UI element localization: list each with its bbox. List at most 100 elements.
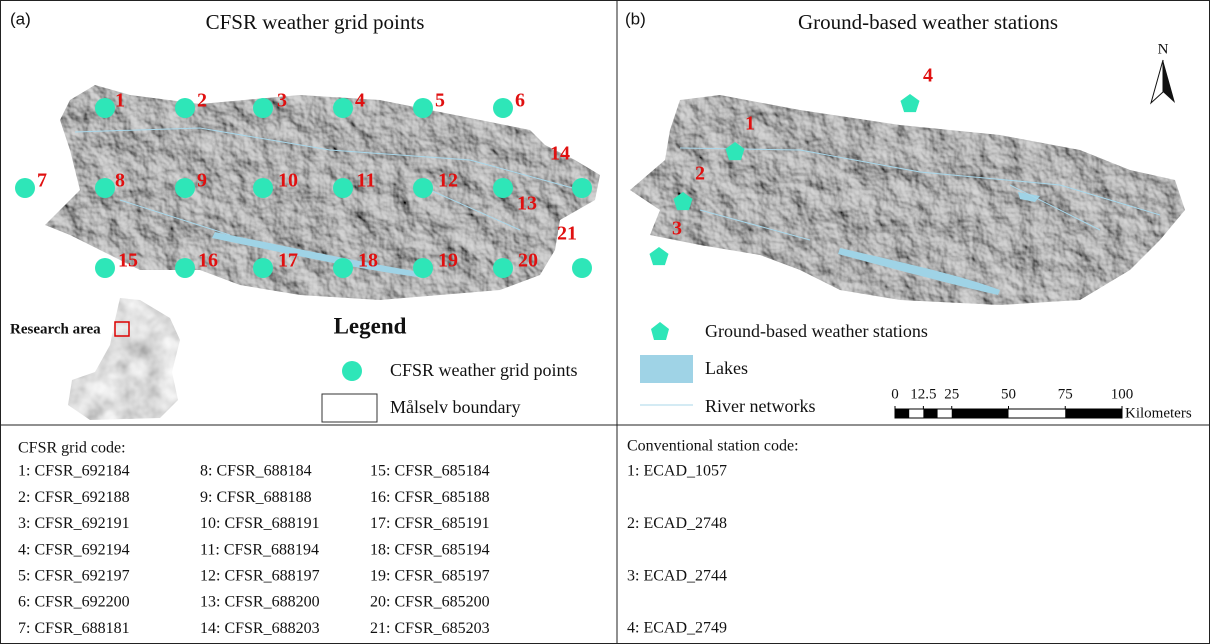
station-label: 2 [695,163,705,185]
panel-title: CFSR weather grid points [206,10,425,34]
grid-code: 10: CFSR_688191 [200,515,320,532]
scale-tick-label: 50 [1001,386,1016,402]
grid-point-label: 16 [198,250,218,272]
legend-label: Målselv boundary [390,397,520,417]
grid-point [413,178,433,198]
panel-title: Ground-based weather stations [798,10,1058,34]
inset-label: Research area [10,321,101,337]
station-label: 4 [923,65,933,87]
station-label: 3 [672,218,682,240]
grid-point-label: 14 [550,143,570,165]
grid-code: 1: CFSR_692184 [18,463,130,480]
grid-code: 8: CFSR_688184 [200,463,312,480]
grid-point [572,178,592,198]
grid-code: 3: CFSR_692191 [18,515,130,532]
grid-point [493,98,513,118]
legend-title: Legend [334,313,407,338]
legend-label: CFSR weather grid points [390,360,578,380]
grid-code: 14: CFSR_688203 [200,620,320,637]
scale-tick-label: 0 [891,386,899,402]
grid-point [253,98,273,118]
scale-bar-segment [895,409,909,418]
grid-point-label: 8 [115,170,125,192]
grid-point-label: 12 [438,170,458,192]
grid-point-label: 20 [518,250,538,272]
grid-point [333,258,353,278]
scale-bar-segment [952,409,1009,418]
grid-point-label: 15 [118,250,138,272]
legend-symbol [342,361,362,381]
north-arrow [1163,60,1175,103]
grid-code: 11: CFSR_688194 [200,541,319,558]
grid-code: 12: CFSR_688197 [200,567,320,584]
scale-tick-label: 12.5 [910,386,936,402]
scale-bar-segment [1065,409,1122,418]
grid-point [413,258,433,278]
grid-point-label: 5 [435,90,445,112]
legend-label: Ground-based weather stations [705,321,928,341]
grid-point [253,258,273,278]
station-code: 4: ECAD_2749 [627,620,727,637]
grid-point [333,178,353,198]
station-code: 3: ECAD_2744 [627,567,727,584]
grid-code: 2: CFSR_692188 [18,489,130,506]
legend-label: River networks [705,396,815,416]
grid-point-label: 4 [355,90,365,112]
panel-label: (a) [10,9,31,28]
grid-code: 17: CFSR_685191 [370,515,490,532]
grid-point [493,178,513,198]
scale-bar-segment [923,409,937,418]
grid-code: 16: CFSR_685188 [370,489,490,506]
north-arrow [1151,60,1163,103]
grid-code: 15: CFSR_685184 [370,463,490,480]
grid-point [175,98,195,118]
grid-point [572,258,592,278]
grid-point-label: 18 [358,250,378,272]
grid-point-label: 9 [197,170,207,192]
grid-code: 18: CFSR_685194 [370,541,490,558]
grid-code: 13: CFSR_688200 [200,594,320,611]
grid-point [95,178,115,198]
north-label: N [1158,41,1169,57]
legend-symbol [322,394,377,422]
grid-code: 7: CFSR_688181 [18,620,130,637]
grid-point [253,178,273,198]
grid-code: 20: CFSR_685200 [370,594,490,611]
grid-point-label: 2 [197,90,207,112]
grid-point-label: 11 [357,170,376,192]
grid-point-label: 21 [557,223,577,245]
legend-symbol [651,322,669,340]
grid-point-label: 17 [278,250,298,272]
panel-label: (b) [625,9,646,28]
scale-tick-label: 75 [1058,386,1073,402]
grid-point [493,258,513,278]
legend-label: Lakes [705,358,748,378]
grid-point-label: 3 [277,90,287,112]
grid-point [95,98,115,118]
grid-point-label: 7 [37,170,47,192]
grid-code: 19: CFSR_685197 [370,567,490,584]
table-header: Conventional station code: [627,438,799,455]
scale-unit: Kilometers [1125,405,1192,421]
grid-point-label: 10 [278,170,298,192]
legend-symbol [640,355,693,383]
grid-point-label: 1 [115,90,125,112]
grid-point-label: 13 [517,193,537,215]
station-label: 1 [745,113,755,135]
grid-code: 4: CFSR_692194 [18,541,130,558]
station [650,247,669,265]
grid-point [15,178,35,198]
grid-point [413,98,433,118]
terrain-b [625,90,1190,310]
grid-point [175,178,195,198]
scale-tick-label: 25 [944,386,959,402]
grid-point [95,258,115,278]
grid-code: 5: CFSR_692197 [18,567,130,584]
station-code: 2: ECAD_2748 [627,515,727,532]
grid-code: 6: CFSR_692200 [18,594,130,611]
table-header: CFSR grid code: [18,440,126,457]
grid-code: 9: CFSR_688188 [200,489,312,506]
outer-border [1,1,1210,644]
inset-map [60,290,190,425]
grid-point [333,98,353,118]
